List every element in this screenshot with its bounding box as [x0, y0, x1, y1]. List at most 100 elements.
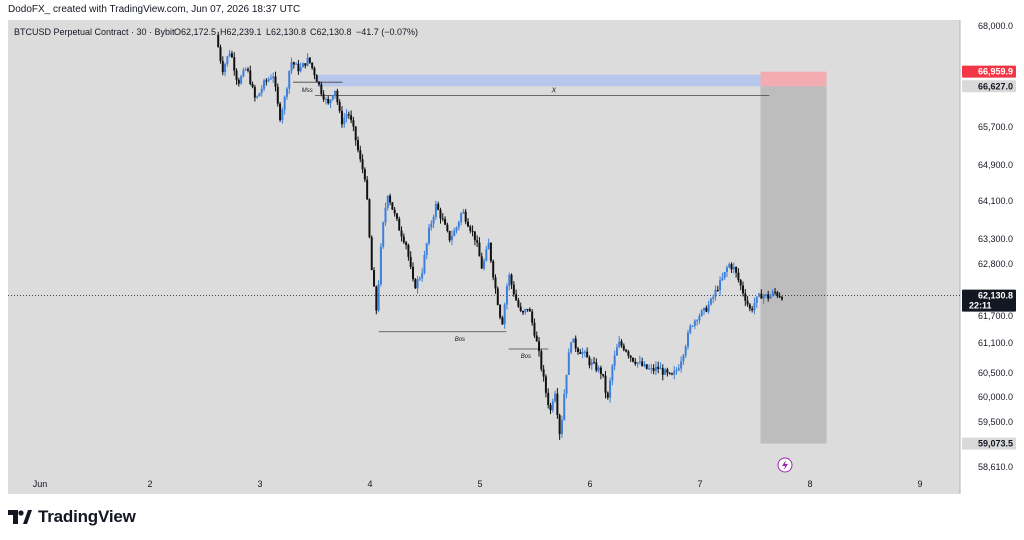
- candle-down: [469, 226, 472, 231]
- candle-up: [700, 310, 703, 316]
- candle-down: [308, 57, 311, 63]
- candle-down: [519, 306, 522, 311]
- candle-down: [588, 357, 591, 366]
- candle-down: [760, 293, 763, 299]
- candles: [217, 31, 783, 440]
- candle-down: [622, 345, 625, 350]
- candle-up: [508, 274, 511, 287]
- candle-up: [345, 114, 348, 118]
- legend-high: H62,239.1: [220, 27, 262, 37]
- candle-up: [224, 63, 227, 73]
- candle-down: [276, 86, 279, 104]
- price-tick-label: 64,900.0: [978, 160, 1013, 170]
- candle-down: [494, 277, 497, 289]
- candle-down: [393, 209, 396, 214]
- candle-down: [389, 195, 392, 203]
- candle-down: [235, 70, 238, 80]
- candle-down: [652, 368, 655, 371]
- candle-up: [258, 93, 261, 97]
- candle-down: [735, 266, 738, 273]
- legend-symbol: BTCUSD Perpetual Contract · 30 · Bybit: [14, 27, 175, 37]
- candle-up: [301, 63, 304, 68]
- candle-down: [620, 341, 623, 346]
- candle-down: [336, 90, 339, 103]
- candle-up: [684, 346, 687, 356]
- candle-up: [421, 272, 424, 279]
- chart-attribution: DodoFX_ created with TradingView.com, Ju…: [8, 4, 301, 15]
- time-tick-label: 8: [807, 479, 812, 489]
- candle-down: [398, 218, 401, 231]
- candle-down: [279, 103, 282, 121]
- tradingview-logo-icon: [8, 510, 32, 524]
- candle-up: [524, 308, 527, 313]
- candle-down: [292, 62, 295, 65]
- candle-down: [221, 60, 224, 73]
- candle-up: [611, 365, 614, 381]
- candle-down: [668, 372, 671, 374]
- candle-down: [737, 272, 740, 281]
- candle-up: [709, 298, 712, 305]
- candle-down: [464, 211, 467, 222]
- candle-down: [368, 199, 371, 238]
- candle-up: [418, 278, 421, 280]
- tradingview-logo[interactable]: TradingView: [8, 507, 136, 527]
- price-axis-background[interactable]: [960, 20, 1024, 494]
- candle-up: [331, 95, 334, 100]
- alert-icon[interactable]: [777, 457, 793, 473]
- chart-container[interactable]: X Mss Bos Bos 68,000.0 65,700.0 64,900.0 64,10…: [0, 20, 1024, 500]
- candle-up: [618, 341, 621, 348]
- candle-up: [570, 342, 573, 353]
- candle-down: [437, 203, 440, 210]
- candle-up: [615, 347, 618, 356]
- candle-up: [554, 393, 557, 402]
- candle-up: [755, 296, 758, 304]
- candle-up: [725, 267, 728, 273]
- candle-down: [363, 169, 366, 180]
- candle-down: [411, 266, 414, 280]
- candle-down: [542, 369, 545, 377]
- candle-up: [714, 289, 717, 297]
- time-tick-label: 5: [477, 479, 482, 489]
- candle-down: [531, 311, 534, 323]
- bos1-label: Bos: [455, 337, 465, 343]
- bos2-label: Bos: [521, 354, 531, 360]
- candle-up: [226, 56, 229, 64]
- candle-up: [434, 203, 437, 217]
- candle-up: [283, 96, 286, 110]
- candle-up: [597, 367, 600, 371]
- candle-up: [769, 295, 772, 299]
- candle-down: [313, 67, 316, 76]
- candle-down: [322, 94, 325, 100]
- candle-up: [329, 99, 332, 104]
- stop-zone: [760, 71, 827, 87]
- legend-open: O62,172.5: [174, 27, 216, 37]
- candle-up: [680, 361, 683, 369]
- candle-down: [233, 57, 236, 71]
- candle-down: [492, 261, 495, 278]
- candle-down: [304, 63, 307, 66]
- candle-up: [707, 304, 710, 312]
- candle-up: [572, 338, 575, 343]
- candle-down: [634, 361, 637, 364]
- candle-down: [631, 357, 634, 362]
- candle-up: [430, 223, 433, 228]
- candle-up: [664, 369, 667, 375]
- candle-up: [613, 355, 616, 366]
- target-badge-text: 59,073.5: [978, 439, 1013, 449]
- candle-down: [402, 236, 405, 243]
- candle-down: [533, 322, 536, 336]
- candle-up: [384, 207, 387, 223]
- candle-up: [654, 366, 657, 371]
- candle-up: [457, 221, 460, 228]
- candle-down: [370, 237, 373, 271]
- candle-down: [439, 209, 442, 219]
- price-chart[interactable]: X Mss Bos Bos 68,000.0 65,700.0 64,900.0 64,10…: [0, 20, 1024, 500]
- candle-up: [693, 320, 696, 326]
- candle-up: [267, 79, 270, 82]
- candle-up: [565, 374, 568, 394]
- candle-up: [324, 98, 327, 100]
- candle-down: [645, 364, 648, 369]
- candle-down: [744, 293, 747, 301]
- candle-down: [356, 140, 359, 151]
- candle-up: [675, 370, 678, 372]
